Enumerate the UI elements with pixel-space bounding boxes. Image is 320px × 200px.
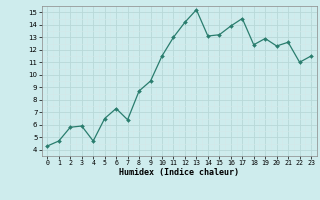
X-axis label: Humidex (Indice chaleur): Humidex (Indice chaleur)	[119, 168, 239, 177]
